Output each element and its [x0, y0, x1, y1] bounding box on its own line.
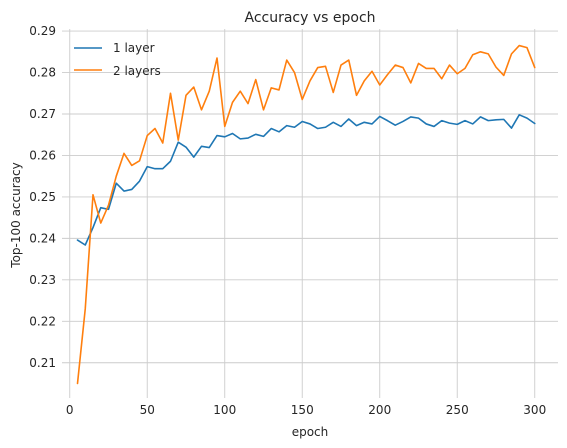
x-tick-label: 150	[291, 403, 314, 417]
y-tick-label: 0.28	[29, 66, 56, 80]
y-tick-label: 0.26	[29, 148, 56, 162]
y-tick-label: 0.21	[29, 356, 56, 370]
series-lines	[76, 44, 536, 385]
x-tick-label: 50	[140, 403, 155, 417]
x-tick-label: 100	[213, 403, 236, 417]
y-tick-label: 0.22	[29, 314, 56, 328]
x-tick-labels: 0 50 100 150 200 250 300	[66, 403, 546, 417]
series-line-2-layers	[76, 44, 536, 385]
chart-title: Accuracy vs epoch	[244, 10, 375, 26]
y-tick-label: 0.27	[29, 107, 56, 121]
y-tick-labels: 0.21 0.22 0.23 0.24 0.25 0.26 0.27 0.28 0.29	[29, 24, 56, 370]
legend: 1 layer 2 layers	[74, 41, 161, 78]
y-tick-label: 0.29	[29, 24, 56, 38]
legend-label-1-layer: 1 layer	[113, 41, 155, 55]
x-tick-label: 200	[368, 403, 391, 417]
x-tick-label: 300	[523, 403, 546, 417]
y-tick-label: 0.25	[29, 190, 56, 204]
y-tick-label: 0.23	[29, 273, 56, 287]
y-tick-label: 0.24	[29, 231, 56, 245]
x-tick-label: 250	[446, 403, 469, 417]
x-tick-label: 0	[66, 403, 74, 417]
x-axis-label: epoch	[292, 425, 329, 439]
y-axis-label: Top-100 accuracy	[9, 162, 23, 268]
series-line-1-layer	[76, 114, 536, 246]
legend-label-2-layers: 2 layers	[113, 64, 161, 78]
grid	[62, 29, 558, 398]
